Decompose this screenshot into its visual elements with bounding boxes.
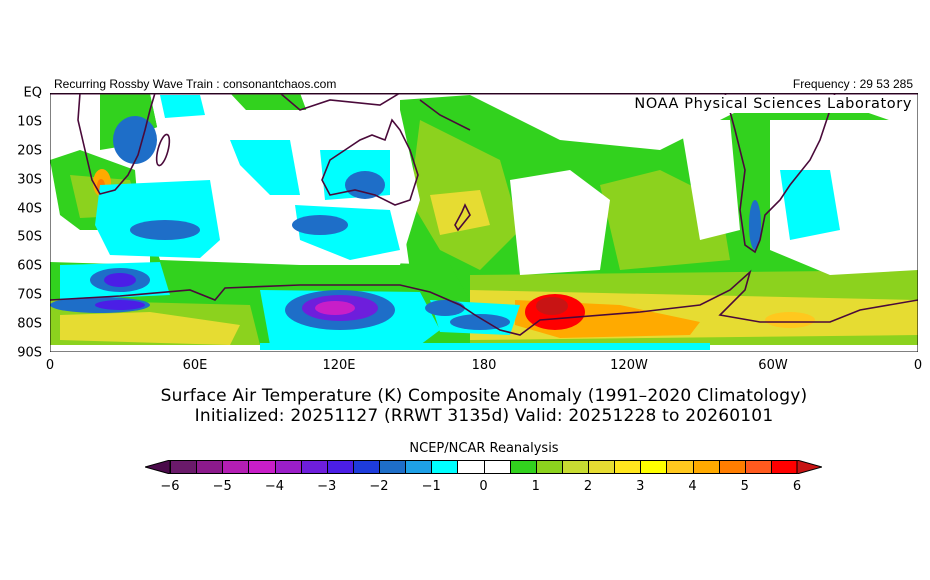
colorbar-swatch: [718, 460, 746, 474]
colorbar: [145, 460, 822, 474]
colorbar-swatch: [326, 460, 354, 474]
colorbar-tick-label: −4: [264, 479, 285, 494]
colorbar-tick-label: 0: [479, 479, 488, 494]
colorbar-swatch: [352, 460, 380, 474]
lat-label: 30S: [17, 172, 42, 188]
colorbar-swatch: [457, 460, 485, 474]
lat-label: 40S: [17, 201, 42, 217]
lon-label: 0: [45, 358, 55, 373]
colorbar-swatch: [588, 460, 616, 474]
anomaly-field-red: [97, 179, 585, 330]
title-line-1: Surface Air Temperature (K) Composite An…: [160, 386, 808, 406]
colorbar-swatch: [300, 460, 328, 474]
colorbar-swatch: [379, 460, 407, 474]
colorbar-swatch: [666, 460, 694, 474]
colorbar-swatch: [535, 460, 563, 474]
anomaly-field-strong-negative: [95, 273, 378, 321]
lat-label: 90S: [17, 345, 42, 361]
colorbar-swatch: [614, 460, 642, 474]
colorbar-tick-label: 1: [531, 479, 540, 494]
lat-label: EQ: [23, 85, 42, 101]
colorbar-tick-label: 6: [792, 479, 802, 494]
colorbar-ticks: −6 −5 −4 −3 −2 −1 0 1 2 3 4 5 6: [160, 479, 801, 495]
lat-label: 80S: [17, 316, 42, 332]
anomaly-map: [50, 93, 918, 352]
colorbar-swatch: [483, 460, 511, 474]
lat-label: 60S: [17, 258, 42, 274]
colorbar-swatch: [196, 460, 224, 474]
colorbar-tick-label: −6: [160, 479, 180, 494]
colorbar-tick-label: −3: [317, 479, 337, 494]
colorbar-swatch: [561, 460, 589, 474]
colorbar-tick-label: 4: [688, 479, 697, 494]
colorbar-swatch: [640, 460, 668, 474]
lon-label: 60W: [758, 358, 788, 373]
lat-label: 20S: [17, 143, 42, 159]
colorbar-tick-label: −2: [369, 479, 389, 494]
colorbar-swatch: [248, 460, 276, 474]
lab-label: NOAA Physical Sciences Laboratory: [632, 95, 914, 113]
colorbar-high-arrow: [796, 460, 822, 474]
colorbar-tick-label: 2: [583, 479, 593, 494]
colorbar-swatch: [744, 460, 772, 474]
colorbar-label: NCEP/NCAR Reanalysis: [409, 441, 559, 456]
lat-label: 70S: [17, 287, 42, 303]
colorbar-swatch: [692, 460, 720, 474]
colorbar-tick-label: 3: [636, 479, 645, 494]
colorbar-swatch: [170, 460, 198, 474]
coastlines: [50, 93, 918, 336]
lon-label: 180: [471, 358, 497, 373]
colorbar-low-arrow: [145, 460, 171, 474]
lon-label: 120E: [322, 358, 356, 373]
lon-label: 120W: [610, 358, 648, 373]
lon-label: 60E: [182, 358, 208, 373]
lat-label: 10S: [17, 114, 42, 130]
colorbar-swatch: [509, 460, 537, 474]
colorbar-swatch: [222, 460, 250, 474]
colorbar-tick-label: −1: [421, 479, 441, 494]
colorbar-swatch: [770, 460, 798, 474]
colorbar-tick-label: 5: [740, 479, 749, 494]
title-line-2: Initialized: 20251127 (RRWT 3135d) Valid…: [194, 406, 774, 426]
colorbar-swatch: [405, 460, 433, 474]
colorbar-swatch: [431, 460, 459, 474]
lon-label: 0: [913, 358, 923, 373]
colorbar-swatch: [274, 460, 302, 474]
colorbar-tick-label: −5: [212, 479, 232, 494]
header-right-text: Frequency : 29 53 285: [792, 77, 913, 91]
lat-label: 50S: [17, 229, 42, 245]
header-left-text: Recurring Rossby Wave Train : consonantc…: [54, 77, 337, 91]
